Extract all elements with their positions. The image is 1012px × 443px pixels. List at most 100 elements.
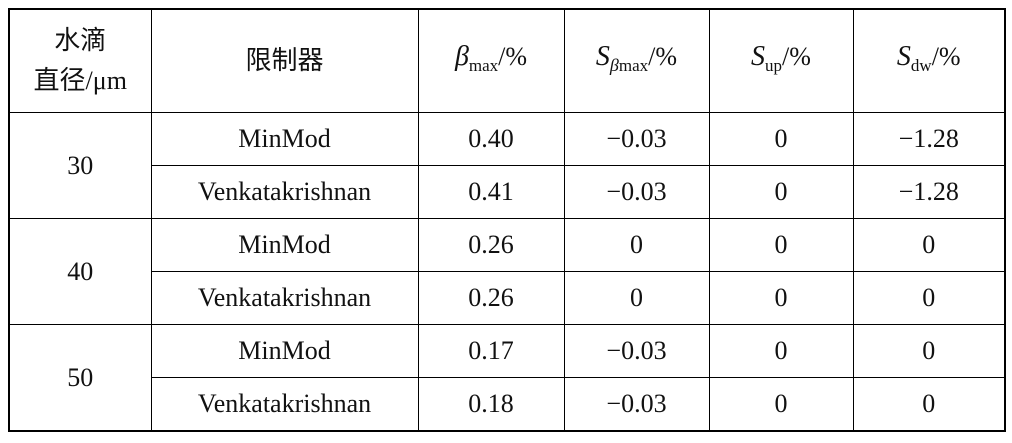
table-cell: 0.41 [417, 165, 565, 219]
value: 0.41 [468, 177, 514, 206]
value: 0 [774, 389, 788, 418]
table-cell: Venkatakrishnan [150, 377, 419, 432]
value: 0.26 [468, 283, 514, 312]
table-cell: 0.26 [417, 271, 565, 325]
table-cell: −0.03 [563, 377, 710, 432]
diameter-cell: 40 [8, 218, 152, 325]
value: 0.18 [468, 389, 514, 418]
table-cell: 0 [852, 377, 1006, 432]
table-cell: 0 [708, 271, 854, 325]
table-cell: 0 [708, 112, 854, 166]
diameter: 50 [67, 362, 94, 392]
table-cell: 0 [563, 271, 710, 325]
table-cell: 0 [852, 324, 1006, 378]
table-cell: 0 [708, 218, 854, 272]
table-cell: 0.18 [417, 377, 565, 432]
symbol: S [751, 40, 766, 72]
limiter: Venkatakrishnan [197, 283, 372, 312]
table-cell: 0 [563, 218, 710, 272]
value: 0 [774, 177, 788, 206]
value: 0 [630, 230, 643, 259]
table-cell: 0 [708, 165, 854, 219]
value: 0 [922, 389, 936, 418]
subscript-part: dw [910, 55, 932, 75]
table-cell: Venkatakrishnan [150, 165, 419, 219]
header-cell: 限制器 [150, 8, 419, 113]
value: −1.28 [898, 177, 959, 206]
subscript-part: β [609, 54, 619, 75]
table-row: Venkatakrishnan 0.26 0 0 0 [9, 271, 1006, 325]
table-cell: −0.03 [563, 165, 710, 219]
table-cell: 0 [852, 271, 1006, 325]
value: 0 [922, 230, 936, 259]
limiter: MinMod [238, 124, 331, 153]
table-row: 50 MinMod 0.17 −0.03 0 0 [8, 324, 1006, 432]
value: 0 [774, 336, 788, 365]
value: −0.03 [606, 336, 667, 365]
subscript: βmax [609, 54, 649, 75]
symbol: β [454, 40, 469, 72]
limiter: MinMod [238, 230, 331, 259]
value: 0 [922, 336, 936, 365]
value: 0.40 [468, 124, 514, 153]
value: 0 [922, 283, 936, 312]
value: −0.03 [606, 124, 667, 153]
table-cell: −1.28 [852, 112, 1006, 166]
value: 0 [630, 283, 643, 312]
header-cell: βmax/% [417, 8, 565, 113]
table-cell: 0 [708, 324, 854, 378]
table-row: Venkatakrishnan 0.41 −0.03 0 −1.28 [9, 165, 1006, 219]
header-cell: Sdw/% [852, 8, 1006, 113]
table-cell: MinMod [150, 112, 419, 166]
subscript: max [469, 56, 498, 75]
value: 0.26 [468, 230, 514, 259]
limiter: Venkatakrishnan [197, 389, 372, 418]
table-cell: MinMod [150, 324, 419, 378]
header-line: 水滴 [54, 26, 107, 55]
table-body: 30 MinMod 0.40 −0.03 0 −1.28 Venkatakrishnan 0.… [8, 112, 1006, 432]
diameter-cell: 30 [8, 112, 152, 219]
table-row: 30 MinMod 0.40 −0.03 0 −1.28 [8, 112, 1006, 219]
header-cell: Sβmax/% [563, 8, 710, 113]
table-cell: −1.28 [852, 165, 1006, 219]
table-row: Venkatakrishnan 0.18 −0.03 0 0 [9, 377, 1006, 432]
header-cell: Sup/% [708, 8, 854, 113]
header-line: 直径/μm [33, 66, 127, 95]
table-cell: 0 [708, 377, 854, 432]
data-table: 水滴 直径/μm 限制器 βmax/% Sβmax/% Sup/% Sdw/% 30 MinM… [8, 8, 1006, 432]
table-cell: −0.03 [563, 112, 710, 166]
unit: /% [648, 41, 678, 71]
value: 0 [774, 230, 788, 259]
subscript-part: up [765, 55, 783, 75]
table-cell: Venkatakrishnan [150, 271, 419, 325]
unit: /% [498, 41, 528, 71]
header-row: 水滴 直径/μm 限制器 βmax/% Sβmax/% Sup/% Sdw/% [8, 8, 1006, 113]
value: −0.03 [606, 177, 667, 206]
table-cell: 0.40 [417, 112, 565, 166]
value: −0.03 [606, 389, 667, 418]
symbol: S [896, 40, 911, 72]
value: 0 [774, 124, 788, 153]
table-cell: MinMod [150, 218, 419, 272]
unit: /% [782, 41, 811, 71]
diameter: 30 [67, 150, 94, 180]
diameter: 40 [67, 256, 94, 286]
header-cell: 水滴直径/μm [8, 8, 152, 113]
table-cell: 0.26 [417, 218, 565, 272]
symbol: S [595, 40, 610, 72]
value: 0 [774, 283, 788, 312]
table-row: 40 MinMod 0.26 0 0 0 [8, 218, 1006, 325]
subscript: up [765, 56, 782, 75]
value: 0.17 [468, 336, 514, 365]
table-cell: 0 [852, 218, 1006, 272]
table-cell: −0.03 [563, 324, 710, 378]
subscript: dw [911, 56, 932, 75]
limiter: MinMod [238, 336, 331, 365]
subscript-part: max [618, 55, 649, 75]
value: −1.28 [898, 124, 959, 153]
unit: /% [931, 41, 961, 71]
diameter-cell: 50 [8, 324, 152, 432]
subscript-part: max [468, 55, 499, 75]
limiter: Venkatakrishnan [197, 177, 372, 206]
